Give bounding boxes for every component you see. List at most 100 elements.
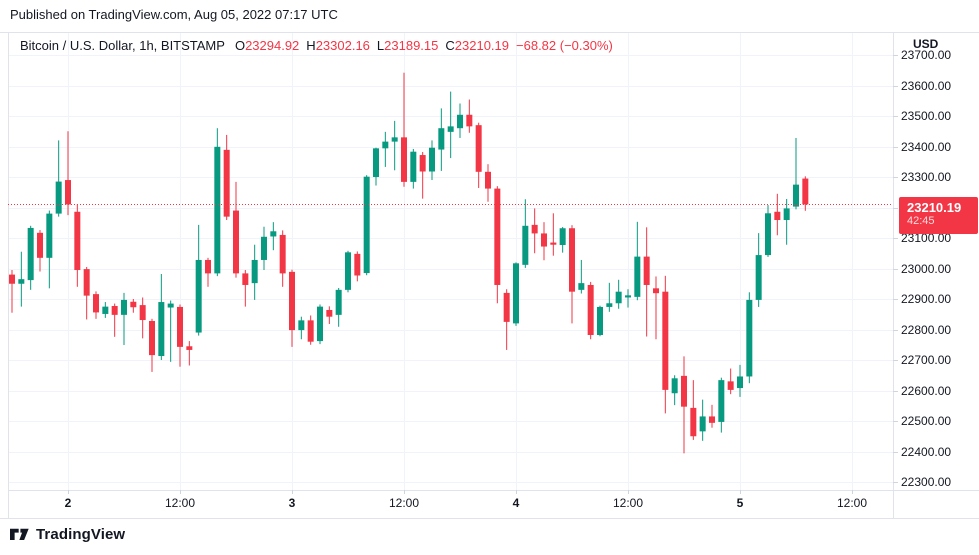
candle-body xyxy=(279,234,286,274)
ohlc-letter: C xyxy=(445,38,455,53)
candle-body xyxy=(765,213,771,256)
time-tick-label: 5 xyxy=(736,496,744,510)
candle xyxy=(737,364,743,397)
candle-body xyxy=(195,259,202,333)
candle xyxy=(578,259,585,294)
candle xyxy=(345,250,351,293)
candle xyxy=(709,404,715,428)
candle-wick xyxy=(711,404,713,428)
candle-body xyxy=(634,256,641,297)
candle-body xyxy=(186,346,193,350)
ohlc-h: H23302.16 xyxy=(306,38,370,53)
candle xyxy=(205,257,211,287)
candle-body xyxy=(46,213,53,258)
candle xyxy=(317,304,323,345)
candle xyxy=(699,399,706,441)
ohlc-value: 23189.15 xyxy=(384,38,439,53)
candle-body xyxy=(755,255,762,300)
candle-body xyxy=(559,228,566,246)
candle-body xyxy=(177,306,183,347)
candle-body xyxy=(261,236,267,260)
candle-body xyxy=(653,288,659,294)
candle xyxy=(251,244,258,300)
ohlc-l: L23189.15 xyxy=(377,38,438,53)
candle-body xyxy=(447,126,454,132)
candle-wick xyxy=(403,72,405,187)
candle-body xyxy=(466,114,473,127)
current-price-value: 23210.19 xyxy=(907,200,962,215)
candle xyxy=(625,289,631,308)
tradingview-watermark-link[interactable]: TradingView xyxy=(10,526,125,543)
candle xyxy=(643,227,650,337)
candle xyxy=(662,275,669,414)
change-value: −68.82 (−0.30%) xyxy=(516,38,613,53)
candle-wick xyxy=(552,213,554,256)
candle xyxy=(326,306,333,325)
candle xyxy=(158,273,165,360)
candle-body xyxy=(401,137,407,182)
candle-body xyxy=(457,114,463,129)
candle-body xyxy=(335,289,342,315)
candle xyxy=(177,304,183,367)
time-tick-label: 12:00 xyxy=(836,496,867,510)
candle-body xyxy=(746,299,753,377)
candle-body xyxy=(429,147,435,172)
candle xyxy=(494,186,501,304)
candle-wick xyxy=(580,259,582,294)
candle-body xyxy=(354,253,361,276)
price-tick-label: 22800.00 xyxy=(901,322,952,337)
candle-body xyxy=(83,269,90,296)
candle-body xyxy=(74,211,81,271)
candle-body xyxy=(737,376,743,389)
candle-body xyxy=(9,274,15,284)
candle xyxy=(139,297,146,339)
candle xyxy=(401,72,407,187)
candle xyxy=(559,227,566,253)
candle-body xyxy=(149,320,155,356)
candle xyxy=(634,221,641,301)
candle-body xyxy=(139,305,146,321)
candle xyxy=(65,131,71,216)
candle xyxy=(783,198,790,245)
candle-body xyxy=(419,155,426,172)
candle xyxy=(233,181,239,278)
candle xyxy=(382,131,389,167)
candle-body xyxy=(485,171,491,189)
candle xyxy=(335,288,342,327)
candle xyxy=(9,270,15,313)
price-tick-label: 22300.00 xyxy=(901,475,952,489)
candle-wick xyxy=(244,270,246,307)
published-bar: Published on TradingView.com, Aug 05, 20… xyxy=(10,7,338,22)
candle xyxy=(541,222,547,261)
candle xyxy=(27,225,34,290)
candle xyxy=(111,303,118,337)
watermark-text: TradingView xyxy=(36,526,126,543)
candle-body xyxy=(345,252,351,290)
candle-wick xyxy=(627,289,629,308)
candle-body xyxy=(158,302,165,357)
candle xyxy=(765,205,771,257)
candle xyxy=(37,230,43,272)
candle xyxy=(793,137,799,210)
candle xyxy=(55,140,62,217)
candle-wick xyxy=(384,131,386,167)
candle xyxy=(727,368,734,395)
candle-body xyxy=(214,146,221,274)
candle-body xyxy=(802,178,809,205)
ohlc-c: C23210.19 xyxy=(445,38,509,53)
candle-body xyxy=(37,232,43,258)
candle xyxy=(298,316,305,340)
ohlc-letter: L xyxy=(376,38,385,53)
time-tick-label: 3 xyxy=(288,496,296,510)
candle-body xyxy=(503,292,510,322)
candle-body xyxy=(793,184,799,207)
tradingview-logo-icon xyxy=(10,528,29,540)
candle xyxy=(279,230,286,287)
candle-body xyxy=(223,149,230,217)
candle-wick xyxy=(422,151,424,199)
candle-wick xyxy=(58,140,60,217)
candle xyxy=(307,315,314,345)
candle-wick xyxy=(655,276,657,340)
candle xyxy=(83,266,90,320)
